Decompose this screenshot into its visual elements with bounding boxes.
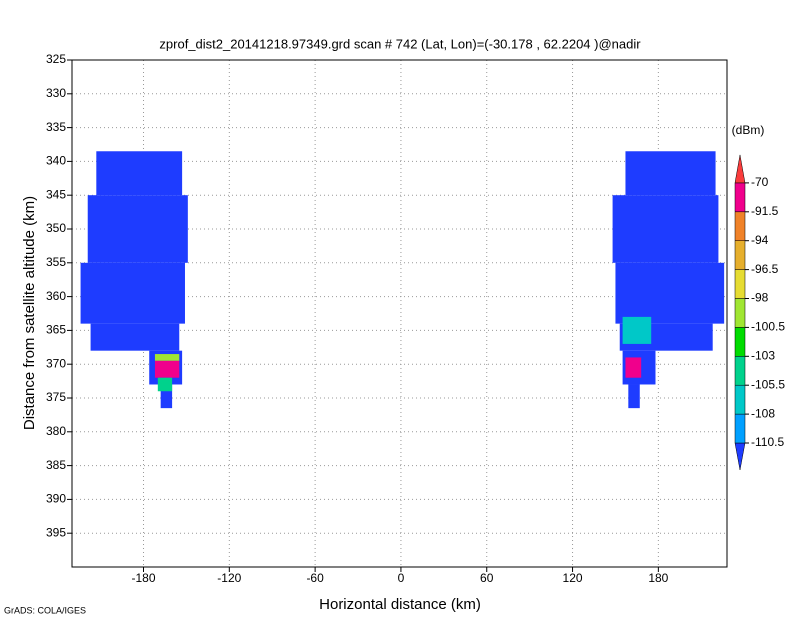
colorbar-segment	[734, 384, 746, 415]
x-tick-label: -120	[217, 571, 241, 585]
colorbar-segment	[734, 356, 746, 386]
heat-cell	[87, 195, 188, 263]
colorbar-label: (dBm)	[732, 123, 765, 137]
colorbar-segment	[734, 154, 746, 184]
heat-cell	[628, 384, 640, 409]
colorbar-tick-label: -96.5	[751, 262, 779, 276]
heat-cell	[612, 195, 719, 263]
y-tick-label: 380	[46, 424, 66, 438]
heat-cell	[160, 384, 173, 409]
x-tick-label: -60	[306, 571, 324, 585]
colorbar-segment	[734, 413, 746, 444]
y-tick-label: 325	[46, 52, 66, 66]
colorbar-tick-label: -105.5	[751, 377, 785, 391]
y-tick-label: 370	[46, 356, 66, 370]
y-tick-label: 360	[46, 289, 66, 303]
colorbar-tick-label: -91.5	[751, 204, 779, 218]
colorbar-segment	[734, 211, 746, 241]
heat-cell	[80, 262, 185, 324]
x-tick-label: 60	[480, 571, 494, 585]
colorbar-segment	[734, 298, 746, 328]
colorbar-tick-label: -100.5	[751, 320, 785, 334]
heat-cell	[625, 151, 716, 196]
y-tick-label: 330	[46, 86, 66, 100]
colorbar-tick-label: -70	[751, 175, 769, 189]
y-tick-label: 340	[46, 154, 66, 168]
colorbar-segment	[734, 240, 746, 270]
heat-cell	[90, 323, 180, 351]
heat-cell	[625, 357, 642, 378]
heat-cell	[157, 377, 173, 392]
chart-title: zprof_dist2_20141218.97349.grd scan # 74…	[159, 36, 641, 51]
y-tick-label: 375	[46, 390, 66, 404]
colorbar-tick-label: -98	[751, 291, 769, 305]
colorbar-tick-label: -94	[751, 233, 769, 247]
heat-cell	[622, 316, 652, 344]
x-tick-label: -180	[131, 571, 155, 585]
y-tick-label: 345	[46, 187, 66, 201]
colorbar-tick-label: -103	[751, 348, 775, 362]
heat-cell	[154, 354, 180, 361]
colorbar-segment	[734, 182, 746, 213]
y-tick-label: 350	[46, 221, 66, 235]
y-tick-label: 335	[46, 120, 66, 134]
x-tick-label: 180	[648, 571, 668, 585]
colorbar-tick-label: -110.5	[751, 435, 784, 449]
heat-cell	[154, 360, 180, 378]
x-axis-label: Horizontal distance (km)	[319, 596, 481, 613]
heat-cell	[96, 151, 183, 196]
y-tick-label: 355	[46, 255, 66, 269]
y-tick-label: 390	[46, 492, 66, 506]
y-tick-label: 365	[46, 323, 66, 337]
footer: GrADS: COLA/IGES	[4, 605, 86, 615]
colorbar-segment	[734, 327, 746, 357]
colorbar-segment	[734, 269, 746, 299]
plot-frame	[71, 59, 728, 568]
y-axis-label: Distance from satellite altitude (km)	[21, 196, 38, 430]
x-tick-label: 0	[398, 571, 405, 585]
y-tick-label: 385	[46, 458, 66, 472]
colorbar-tick-label: -108	[751, 406, 775, 420]
x-tick-label: 120	[563, 571, 583, 585]
heat-cell	[615, 262, 725, 324]
y-tick-label: 395	[46, 525, 66, 539]
